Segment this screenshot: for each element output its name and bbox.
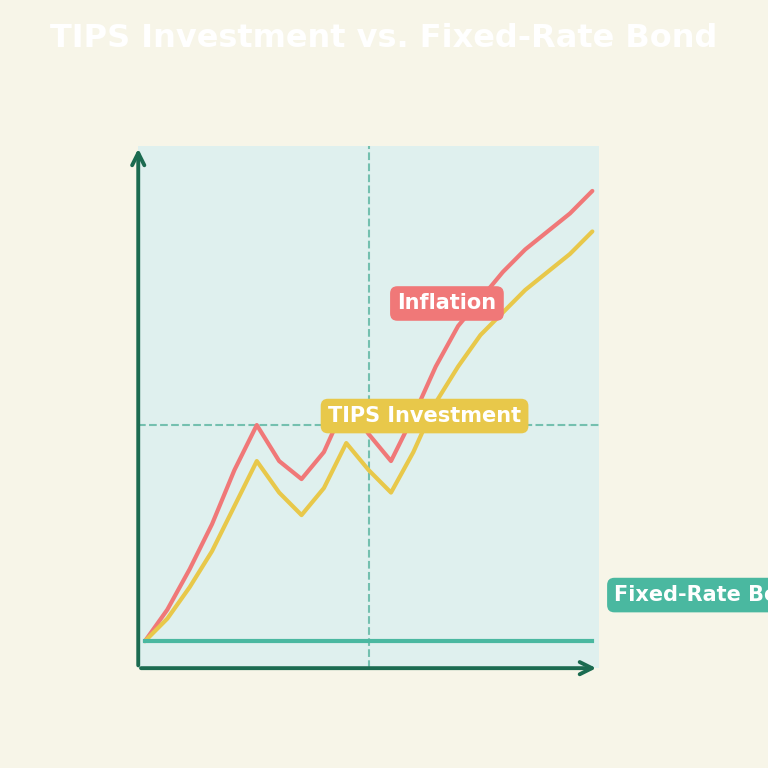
Text: TIPS Investment: TIPS Investment bbox=[328, 406, 521, 426]
Text: TIPS Investment vs. Fixed-Rate Bond: TIPS Investment vs. Fixed-Rate Bond bbox=[51, 23, 717, 54]
Text: Fixed-Rate Bond: Fixed-Rate Bond bbox=[614, 585, 768, 605]
Text: Inflation: Inflation bbox=[397, 293, 496, 313]
